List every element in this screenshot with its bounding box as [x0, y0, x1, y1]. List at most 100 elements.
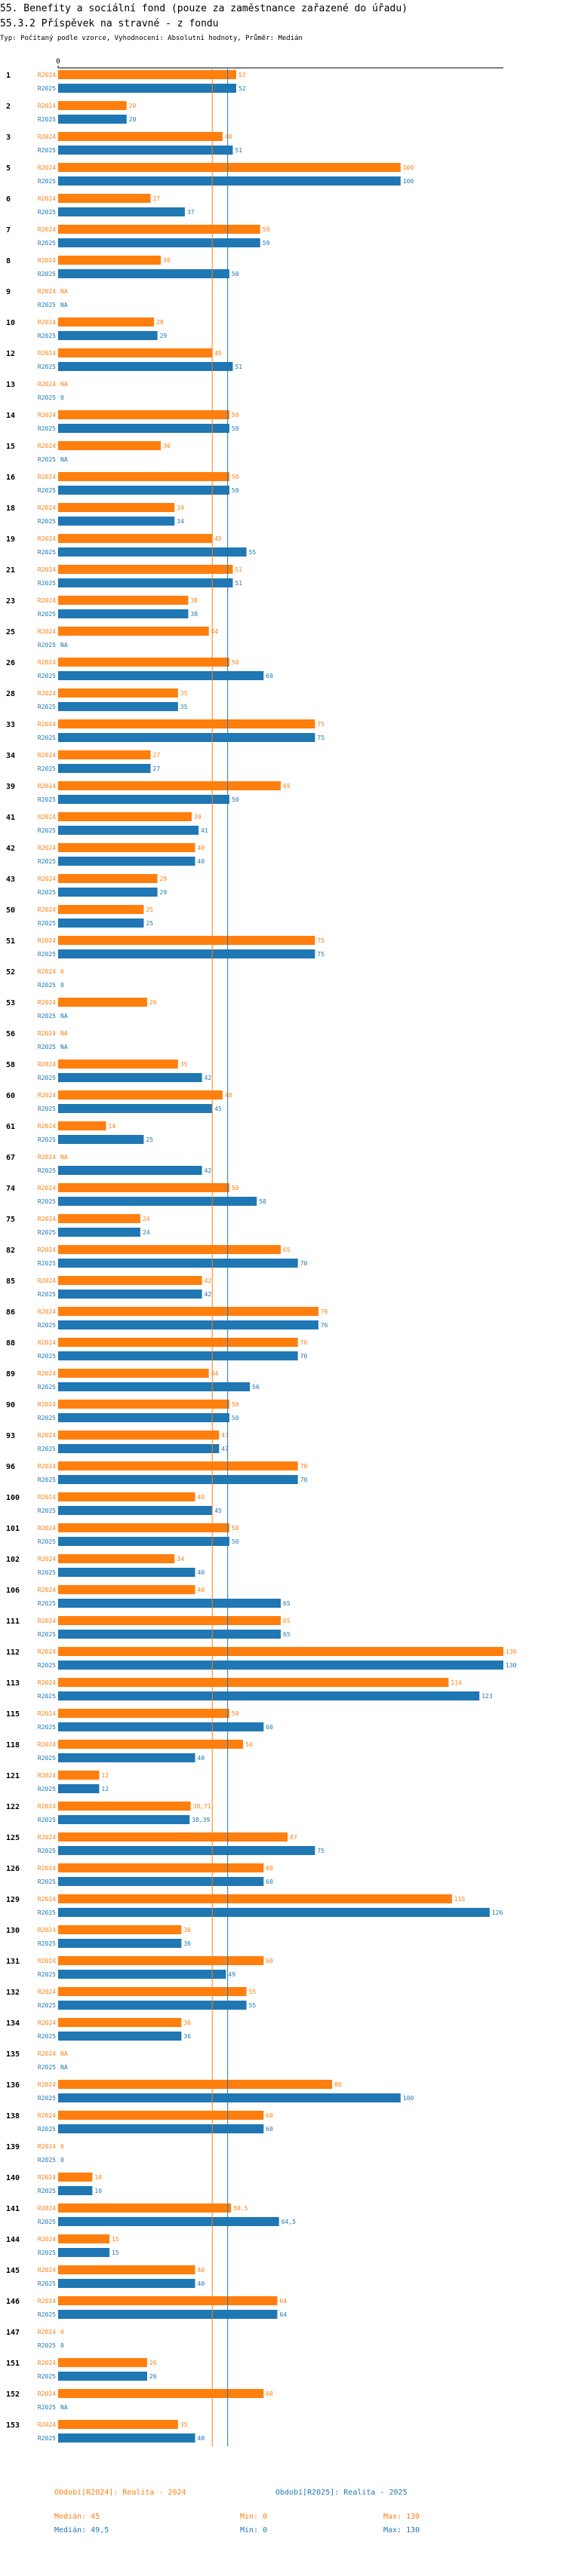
- series-label: R2025: [38, 765, 56, 772]
- category-label: 7: [6, 226, 11, 235]
- category-label: 23: [6, 597, 15, 606]
- data-label: 60: [266, 673, 273, 679]
- series-label: R2025: [38, 518, 56, 525]
- data-label: 0: [60, 968, 64, 975]
- series-label: R2025: [38, 1106, 56, 1112]
- series-label: R2024: [38, 1432, 56, 1439]
- series-label: R2024: [38, 1061, 56, 1068]
- bar-R2024-18: [58, 503, 175, 512]
- series-label: R2025: [38, 796, 56, 803]
- category-label: 147: [6, 2329, 20, 2337]
- bar-R2024-42: [58, 843, 195, 852]
- bar-R2025-130: [58, 1939, 182, 1948]
- data-label: 34: [177, 1556, 184, 1562]
- series-label: R2025: [38, 116, 56, 123]
- bar-R2025-21: [58, 578, 233, 587]
- category-label: 18: [6, 504, 15, 513]
- bar-R2025-138: [58, 2124, 264, 2133]
- data-label: 59: [263, 226, 270, 233]
- series-label: R2025: [38, 456, 56, 463]
- data-label: 50: [232, 412, 239, 419]
- bar-R2024-118: [58, 1740, 244, 1749]
- bar-R2025-122: [58, 1815, 190, 1824]
- series-label: R2025: [38, 704, 56, 710]
- x-tick-label: 0: [56, 58, 60, 66]
- series-label: R2025: [38, 147, 56, 154]
- bar-R2024-19: [58, 534, 213, 543]
- category-label: 43: [6, 876, 15, 884]
- data-label: 12: [101, 1772, 109, 1779]
- bar-R2025-145: [58, 2279, 195, 2288]
- category-label: 139: [6, 2143, 20, 2151]
- series-label: R2025: [38, 2157, 56, 2164]
- series-label: R2025: [38, 425, 56, 432]
- category-label: 6: [6, 195, 11, 204]
- data-label: 40: [198, 845, 205, 851]
- category-label: 10: [6, 319, 15, 327]
- bar-R2024-144: [58, 2234, 110, 2243]
- category-label: 25: [6, 628, 15, 636]
- data-label: 67: [290, 1834, 297, 1841]
- bar-R2024-10: [58, 317, 155, 327]
- data-label: 65: [283, 1631, 291, 1638]
- data-label: 80: [334, 2081, 342, 2088]
- category-label: 53: [6, 999, 15, 1007]
- data-label: 51: [235, 580, 242, 587]
- series-label: R2025: [38, 982, 56, 989]
- data-label: 64: [279, 2298, 287, 2305]
- data-label: 40: [198, 858, 205, 865]
- data-label: 50: [232, 1185, 239, 1191]
- bar-R2025-18: [58, 517, 175, 526]
- series-label: R2025: [38, 363, 56, 370]
- bar-R2024-26: [58, 658, 229, 667]
- series-label: R2024: [38, 1494, 56, 1501]
- category-label: 42: [6, 845, 15, 853]
- bar-R2025-129: [58, 1908, 490, 1917]
- data-label: 34: [177, 518, 184, 525]
- data-label: 0: [60, 394, 64, 401]
- data-label: 26: [149, 999, 157, 1006]
- bar-R2024-134: [58, 2018, 182, 2027]
- bar-R2025-23: [58, 609, 189, 618]
- series-label: R2024: [38, 1587, 56, 1593]
- series-label: R2024: [38, 937, 56, 944]
- bar-R2025-106: [58, 1599, 281, 1608]
- data-label: NA: [60, 2064, 68, 2071]
- data-label: 50: [232, 474, 239, 480]
- data-label: 35: [180, 2421, 188, 2428]
- bar-R2025-134: [58, 2032, 182, 2041]
- bar-R2024-33: [58, 719, 315, 728]
- series-label: R2025: [38, 2280, 56, 2287]
- data-label: 48: [225, 1092, 232, 1099]
- category-label: 19: [6, 535, 15, 544]
- series-label: R2025: [38, 611, 56, 618]
- data-label: 35: [180, 690, 188, 697]
- category-label: 52: [6, 968, 15, 977]
- category-label: 152: [6, 2390, 20, 2399]
- bar-R2025-93: [58, 1444, 220, 1453]
- bar-R2024-129: [58, 1894, 452, 1903]
- data-label: 70: [300, 1353, 308, 1360]
- data-label: 75: [317, 734, 325, 741]
- data-label: 60: [266, 2390, 273, 2397]
- data-label: 126: [492, 1909, 503, 1916]
- series-label: R2025: [38, 2311, 56, 2318]
- data-label: 10: [94, 2174, 102, 2181]
- category-label: 56: [6, 1030, 15, 1038]
- series-label: R2024: [38, 2267, 56, 2274]
- bar-R2024-75: [58, 1214, 140, 1223]
- data-label: 30: [163, 443, 171, 449]
- series-label: R2024: [38, 1401, 56, 1408]
- series-label: R2025: [38, 2373, 56, 2380]
- data-label: 25: [146, 920, 153, 927]
- category-label: 33: [6, 721, 15, 729]
- data-label: 26: [149, 2373, 157, 2380]
- bar-R2025-140: [58, 2186, 93, 2195]
- bar-R2024-100: [58, 1492, 195, 1501]
- bar-R2025-90: [58, 1413, 229, 1422]
- data-label: 45: [214, 1106, 222, 1112]
- data-label: 40: [198, 1587, 205, 1593]
- series-label: R2025: [38, 1538, 56, 1545]
- bar-R2025-89: [58, 1382, 251, 1391]
- series-label: R2024: [38, 1556, 56, 1562]
